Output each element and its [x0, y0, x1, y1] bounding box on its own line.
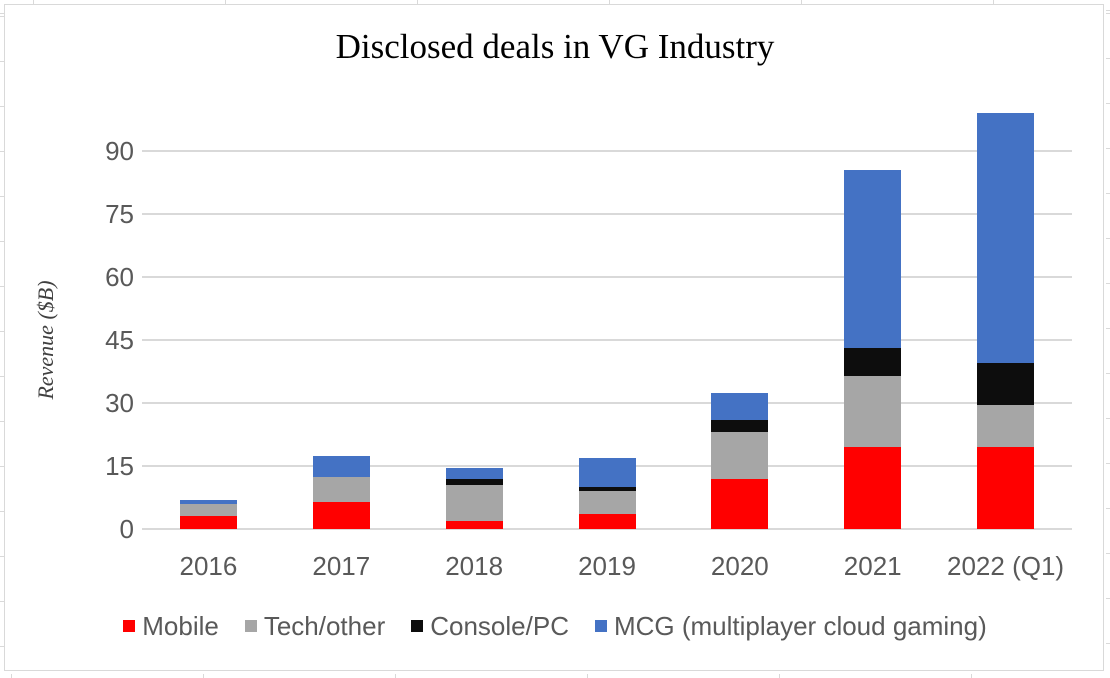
- legend-label-mobile: Mobile: [142, 611, 219, 641]
- legend-label-mcg-multiplayer-cloud-gaming: MCG (multiplayer cloud gaming): [613, 611, 987, 641]
- bar-segment-tech-other-2020[interactable]: [711, 432, 769, 479]
- bar-segment-mobile-2020[interactable]: [711, 478, 769, 529]
- gridline: [142, 339, 1072, 341]
- legend-swatch-tech-other-icon: [244, 620, 257, 632]
- bar-segment-tech-other-2017[interactable]: [312, 476, 370, 502]
- bar-segment-mcg-multiplayer-cloud-gaming-2016[interactable]: [179, 499, 237, 504]
- bar-segment-mcg-multiplayer-cloud-gaming-2018[interactable]: [445, 468, 503, 479]
- y-tick-label: 90: [105, 136, 134, 166]
- x-tick-label-2017: 2017: [312, 551, 371, 581]
- bar-segment-console-pc-2018[interactable]: [445, 478, 503, 485]
- gridline: [142, 402, 1072, 404]
- x-axis-line: [142, 528, 1072, 530]
- x-tick-label-2016: 2016: [179, 551, 238, 581]
- spreadsheet-gridline-stubs-right: [1106, 0, 1110, 678]
- bar-segment-mobile-2018[interactable]: [445, 520, 503, 529]
- y-tick-label: 0: [119, 514, 134, 544]
- legend-item-mcg-multiplayer-cloud-gaming[interactable]: MCG (multiplayer cloud gaming): [594, 610, 987, 642]
- gridline: [142, 276, 1072, 278]
- bar-segment-tech-other-2021[interactable]: [844, 375, 902, 448]
- bar-segment-tech-other-2022-q1[interactable]: [977, 405, 1035, 448]
- bar-segment-console-pc-2022-q1[interactable]: [977, 363, 1035, 406]
- chart-title[interactable]: Disclosed deals in VG Industry: [335, 27, 775, 66]
- y-tick-label: 45: [105, 325, 134, 355]
- bar-segment-mobile-2022-q1[interactable]: [977, 447, 1035, 529]
- bar-segment-console-pc-2020[interactable]: [711, 419, 769, 433]
- y-tick-label: 60: [105, 262, 134, 292]
- plot-area: [142, 109, 1072, 530]
- bar-segment-mcg-multiplayer-cloud-gaming-2019[interactable]: [578, 457, 636, 487]
- bar-segment-console-pc-2021[interactable]: [844, 348, 902, 376]
- bar-segment-mobile-2021[interactable]: [844, 447, 902, 529]
- gridline: [142, 150, 1072, 152]
- y-tick-label: 75: [105, 199, 134, 229]
- gridline: [142, 213, 1072, 215]
- legend-item-tech-other[interactable]: Tech/other: [244, 610, 386, 642]
- legend-swatch-mobile-icon: [123, 620, 136, 632]
- bar-segment-mobile-2016[interactable]: [179, 516, 237, 529]
- bar-segment-tech-other-2016[interactable]: [179, 503, 237, 517]
- bar-segment-mobile-2017[interactable]: [312, 501, 370, 529]
- bar-segment-mcg-multiplayer-cloud-gaming-2020[interactable]: [711, 392, 769, 420]
- y-tick-label: 15: [105, 451, 134, 481]
- bar-segment-mobile-2019[interactable]: [578, 514, 636, 529]
- legend-item-mobile[interactable]: Mobile: [123, 610, 219, 642]
- bar-segment-console-pc-2019[interactable]: [578, 487, 636, 492]
- x-tick-label-2019: 2019: [578, 551, 636, 581]
- bar-segment-mcg-multiplayer-cloud-gaming-2021[interactable]: [844, 169, 902, 349]
- spreadsheet-gridline-stubs-bottom: [0, 674, 1110, 678]
- legend-label-console-pc: Console/PC: [430, 611, 569, 641]
- x-tick-label-2020: 2020: [710, 551, 769, 581]
- legend-item-console-pc[interactable]: Console/PC: [411, 610, 569, 642]
- bar-segment-tech-other-2019[interactable]: [578, 491, 636, 515]
- x-tick-label-2021: 2021: [843, 551, 902, 581]
- chart-legend[interactable]: Mobile Tech/other Console/PC MCG (multiplay…: [0, 610, 1110, 642]
- x-tick-label-2018: 2018: [445, 551, 504, 581]
- legend-label-tech-other: Tech/other: [263, 611, 386, 641]
- legend-swatch-console-pc-icon: [411, 620, 424, 632]
- y-tick-label: 30: [105, 388, 134, 418]
- bar-segment-mcg-multiplayer-cloud-gaming-2022-q1[interactable]: [977, 113, 1035, 364]
- bar-segment-mcg-multiplayer-cloud-gaming-2017[interactable]: [312, 455, 370, 477]
- x-tick-label-2022-q1: 2022 (Q1): [947, 551, 1065, 581]
- bar-segment-tech-other-2018[interactable]: [445, 484, 503, 521]
- chart-frame[interactable]: [4, 4, 1104, 671]
- legend-swatch-mcg-multiplayer-cloud-gaming-icon: [594, 620, 607, 632]
